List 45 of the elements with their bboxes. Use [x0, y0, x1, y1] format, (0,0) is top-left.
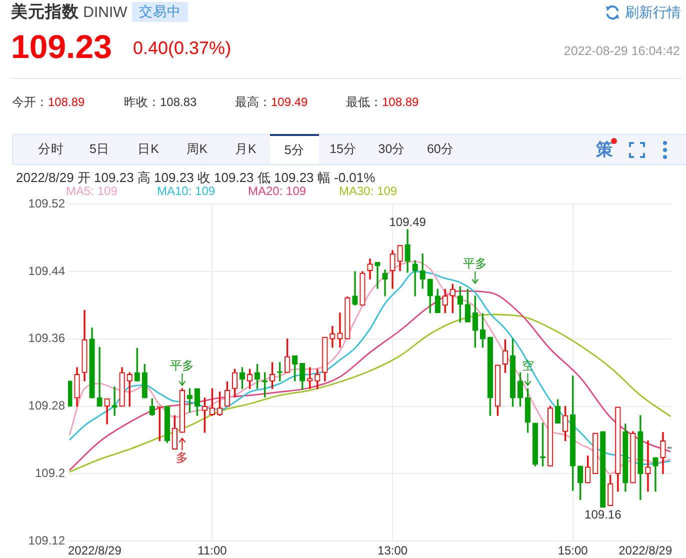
y-tick-label: 109.52 [28, 196, 66, 211]
text: 昨收： [124, 95, 160, 109]
text: MA5: 109 [66, 184, 118, 198]
y-tick-label: 109.28 [28, 398, 66, 413]
text: 108.89 [48, 95, 85, 109]
text: 刷新行情 [625, 3, 681, 21]
annotation: 多 [176, 450, 188, 465]
text: 分时 [36, 141, 65, 158]
text: 109.49 [271, 95, 308, 109]
x-tick-label: 15:00 [558, 544, 588, 558]
text: 15分 [328, 141, 358, 158]
y-tick-label: 109.44 [28, 264, 66, 278]
text: 周K [185, 141, 209, 158]
text: 108.83 [160, 95, 197, 109]
y-tick-label: 109.12 [28, 533, 66, 548]
text: 最低： [346, 95, 382, 109]
text: MA20: 109 [248, 184, 306, 198]
text: 月K [234, 141, 258, 158]
text: 0.40(0.37%) [133, 37, 232, 59]
text: 30分 [377, 141, 406, 158]
text: 5日 [88, 141, 110, 158]
x-tick-label: 13:00 [378, 544, 408, 558]
text: 2022-08-29 16:04:42 [564, 43, 680, 59]
text: 109.23 [11, 27, 112, 67]
text: 最高： [235, 95, 271, 109]
text: 108.89 [382, 95, 419, 109]
x-tick-label: 2022/8/29 [618, 544, 672, 558]
status-badge: 交易中 [132, 2, 188, 22]
text: 60分 [426, 141, 455, 158]
text: MA30: 109 [339, 184, 398, 198]
annotation: 平多 [170, 358, 194, 373]
text: 策 [596, 139, 613, 161]
selected-tab: 5分 [270, 134, 319, 164]
annotation: 109.49 [389, 214, 426, 229]
x-tick-label: 2022/8/29 [68, 544, 122, 558]
text: MA10: 109 [157, 184, 216, 198]
text: 日K [136, 141, 160, 158]
chart-title: 美元指数 DINIW [11, 3, 128, 21]
chart-subtitle: 2022/8/29 开 109.23 高 109.23 收 109.23 低 109.23 幅 -0.01% [16, 170, 376, 185]
x-tick-label: 11:00 [198, 544, 228, 558]
annotation: 平多 [463, 256, 488, 271]
y-tick-label: 109.36 [28, 331, 66, 346]
y-tick-label: 109.2 [34, 466, 66, 480]
text: 今开： [12, 95, 48, 109]
annotation: 109.16 [584, 508, 622, 522]
